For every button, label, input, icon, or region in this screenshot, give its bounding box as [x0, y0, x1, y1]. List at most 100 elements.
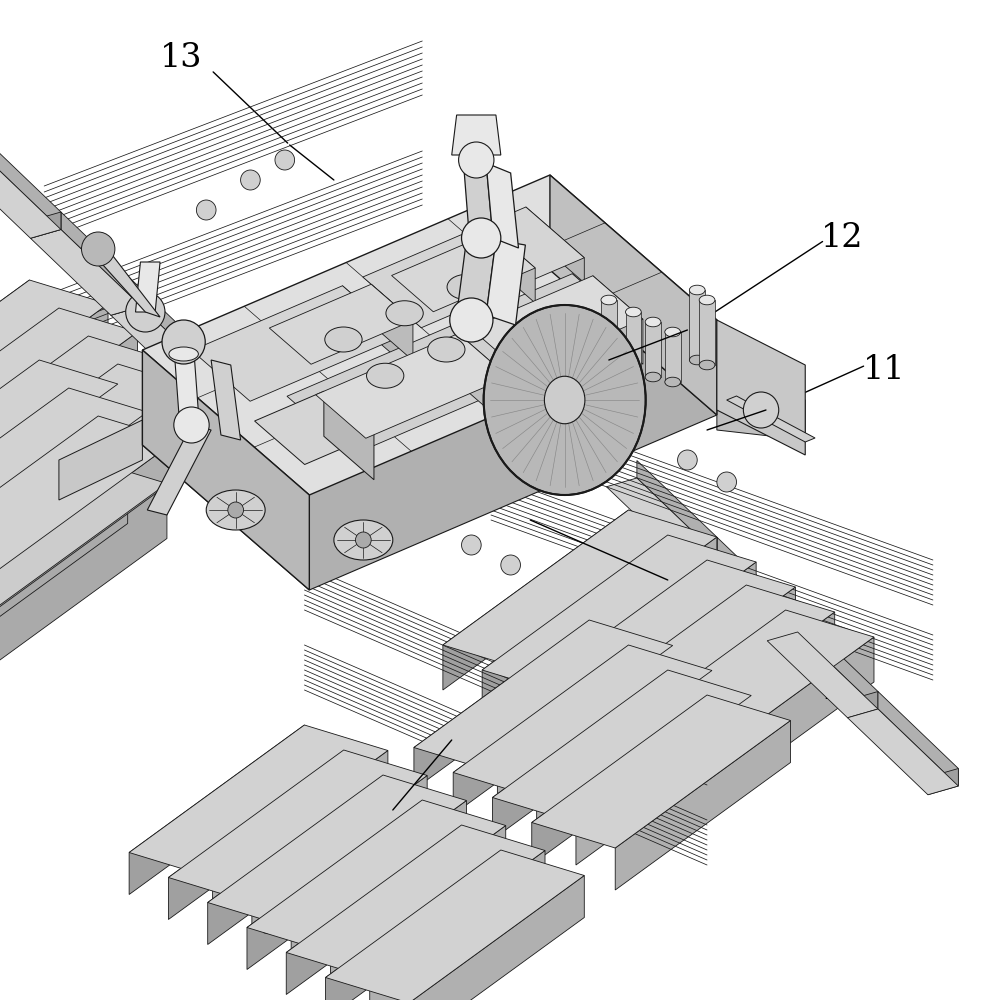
Polygon shape	[247, 800, 506, 953]
Ellipse shape	[626, 367, 641, 377]
Polygon shape	[878, 692, 958, 786]
Circle shape	[501, 555, 520, 575]
Circle shape	[275, 150, 295, 170]
Polygon shape	[0, 388, 147, 542]
Polygon shape	[607, 478, 717, 564]
Polygon shape	[0, 336, 167, 500]
Polygon shape	[717, 390, 805, 440]
Circle shape	[717, 472, 736, 492]
Polygon shape	[30, 229, 141, 315]
Polygon shape	[325, 850, 584, 1000]
Polygon shape	[0, 360, 167, 540]
Ellipse shape	[386, 301, 423, 326]
Polygon shape	[363, 207, 584, 328]
Polygon shape	[147, 425, 211, 515]
Circle shape	[174, 407, 209, 443]
Polygon shape	[797, 614, 878, 709]
Polygon shape	[593, 276, 643, 364]
Polygon shape	[269, 284, 412, 364]
Polygon shape	[371, 284, 412, 360]
Circle shape	[678, 450, 697, 470]
Polygon shape	[464, 163, 493, 238]
Circle shape	[355, 532, 371, 548]
Polygon shape	[482, 535, 668, 715]
Polygon shape	[111, 289, 141, 315]
Polygon shape	[575, 696, 751, 865]
Polygon shape	[601, 300, 617, 365]
Polygon shape	[717, 538, 797, 632]
Circle shape	[228, 502, 244, 518]
Ellipse shape	[626, 307, 641, 317]
Polygon shape	[847, 709, 958, 795]
Polygon shape	[142, 175, 717, 495]
Polygon shape	[130, 725, 304, 894]
Polygon shape	[208, 775, 383, 944]
Polygon shape	[409, 876, 584, 1000]
Polygon shape	[526, 207, 584, 283]
Polygon shape	[0, 308, 137, 472]
Polygon shape	[174, 345, 199, 425]
Polygon shape	[59, 420, 142, 500]
Polygon shape	[571, 562, 756, 742]
Polygon shape	[213, 750, 388, 920]
Polygon shape	[61, 212, 141, 306]
Text: 9: 9	[259, 909, 281, 941]
Polygon shape	[645, 322, 661, 377]
Polygon shape	[0, 483, 167, 694]
Polygon shape	[497, 646, 673, 815]
Ellipse shape	[699, 295, 715, 305]
Circle shape	[126, 292, 165, 332]
Polygon shape	[699, 300, 715, 365]
Polygon shape	[550, 175, 717, 415]
Circle shape	[196, 200, 216, 220]
Ellipse shape	[665, 377, 681, 387]
Polygon shape	[0, 364, 196, 528]
Polygon shape	[649, 612, 835, 792]
Ellipse shape	[325, 327, 362, 352]
Text: 10: 10	[821, 674, 864, 706]
Polygon shape	[521, 560, 795, 722]
Ellipse shape	[601, 295, 617, 305]
Polygon shape	[493, 670, 751, 823]
Polygon shape	[600, 610, 874, 772]
Polygon shape	[531, 695, 707, 864]
Polygon shape	[0, 468, 128, 678]
Polygon shape	[0, 410, 54, 620]
Polygon shape	[0, 364, 118, 544]
Polygon shape	[686, 538, 717, 564]
Polygon shape	[0, 360, 39, 528]
Ellipse shape	[689, 285, 705, 295]
Polygon shape	[665, 332, 681, 382]
Ellipse shape	[427, 337, 465, 362]
Polygon shape	[521, 560, 707, 740]
Polygon shape	[251, 776, 427, 945]
Polygon shape	[536, 671, 712, 840]
Polygon shape	[302, 443, 382, 538]
Polygon shape	[717, 320, 805, 455]
Polygon shape	[0, 438, 147, 648]
Circle shape	[162, 320, 205, 364]
Polygon shape	[292, 800, 466, 970]
Polygon shape	[287, 825, 462, 994]
Polygon shape	[208, 775, 466, 928]
Polygon shape	[287, 825, 545, 978]
Polygon shape	[688, 637, 874, 817]
Ellipse shape	[645, 372, 661, 382]
Polygon shape	[0, 280, 108, 444]
Polygon shape	[0, 384, 118, 552]
Circle shape	[459, 142, 494, 178]
Polygon shape	[0, 440, 177, 608]
Polygon shape	[454, 645, 712, 798]
Polygon shape	[454, 645, 628, 814]
Polygon shape	[191, 366, 222, 392]
Polygon shape	[847, 692, 878, 718]
Polygon shape	[561, 585, 746, 765]
Polygon shape	[392, 232, 535, 312]
Polygon shape	[287, 274, 639, 454]
Ellipse shape	[206, 490, 265, 530]
Polygon shape	[0, 280, 29, 460]
Polygon shape	[0, 416, 177, 570]
Polygon shape	[600, 610, 786, 790]
Polygon shape	[0, 455, 167, 638]
Polygon shape	[486, 163, 518, 248]
